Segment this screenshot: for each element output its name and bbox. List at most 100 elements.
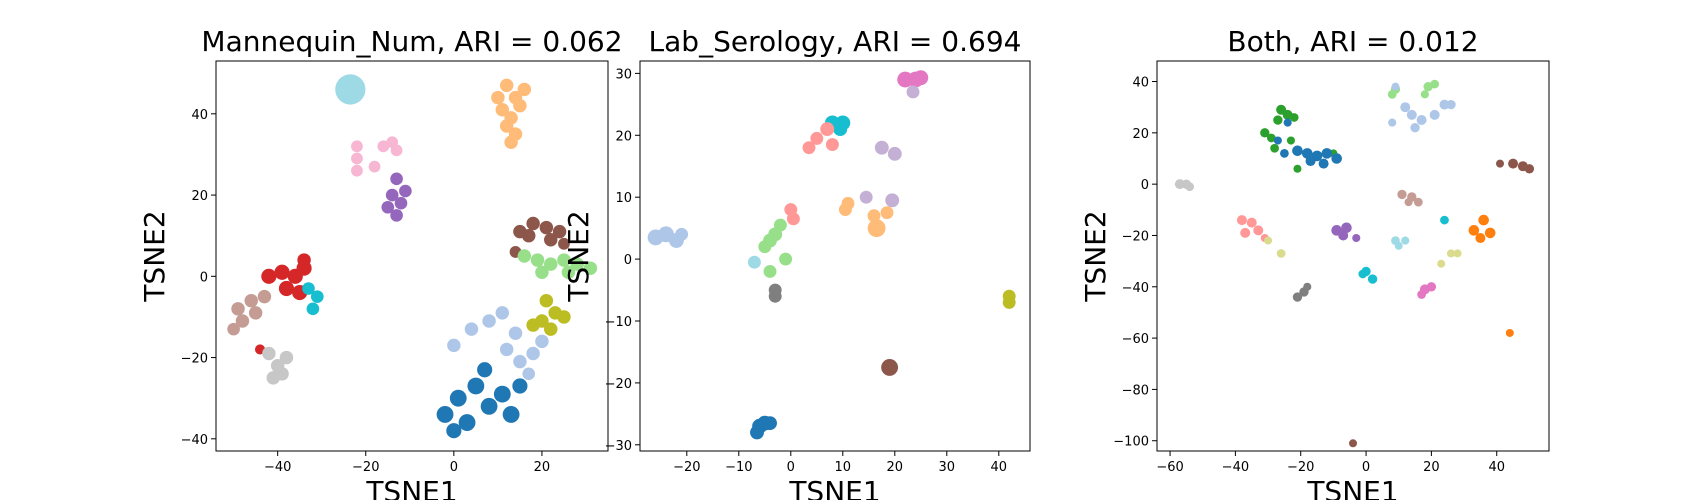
scatter-point bbox=[1270, 143, 1279, 153]
y-tick-label: −20 bbox=[1122, 229, 1149, 244]
y-tick-label: −20 bbox=[181, 352, 208, 367]
scatter-point bbox=[1367, 274, 1378, 284]
scatter-point bbox=[1391, 82, 1400, 91]
scatter-point bbox=[838, 203, 852, 217]
x-tick-label: 20 bbox=[1423, 460, 1440, 475]
x-tick-label: −10 bbox=[725, 460, 752, 475]
y-tick-label: 0 bbox=[200, 270, 208, 285]
scatter-point bbox=[859, 190, 873, 204]
scatter-point bbox=[544, 322, 558, 336]
scatter-point bbox=[1420, 90, 1429, 99]
scatter-point bbox=[1318, 158, 1329, 169]
scatter-point bbox=[833, 122, 848, 137]
scatter-point bbox=[1253, 225, 1264, 236]
scatter-point bbox=[502, 406, 520, 423]
scatter-point bbox=[675, 227, 689, 241]
scatter-point bbox=[558, 237, 570, 250]
scatter-point bbox=[530, 253, 545, 267]
scatter-point bbox=[274, 264, 290, 280]
scatter-point bbox=[381, 200, 395, 214]
scatter-point bbox=[906, 85, 920, 99]
scatter-point bbox=[1426, 282, 1437, 292]
scatter-point bbox=[768, 289, 782, 303]
scatter-point bbox=[1437, 259, 1446, 268]
scatter-points bbox=[227, 74, 598, 439]
scatter-point bbox=[544, 257, 558, 271]
panel-title: Lab_Serology, ARI = 0.694 bbox=[649, 25, 1022, 58]
scatter-point bbox=[467, 377, 485, 395]
scatter-point bbox=[512, 378, 528, 394]
scatter-point bbox=[881, 358, 899, 376]
y-tick-label: −100 bbox=[1113, 435, 1149, 450]
scatter-point bbox=[436, 406, 454, 423]
scatter-point bbox=[557, 310, 571, 324]
scatter-point bbox=[1388, 118, 1397, 127]
scatter-point bbox=[786, 212, 800, 226]
y-axis-label: TSNE2 bbox=[1079, 210, 1112, 302]
scatter-point bbox=[539, 293, 554, 308]
scatter-point bbox=[825, 138, 839, 152]
scatter-points bbox=[647, 70, 1016, 440]
scatter-point bbox=[1468, 225, 1480, 236]
scatter-point bbox=[248, 306, 263, 320]
scatter-point bbox=[493, 385, 511, 403]
scatter-point bbox=[227, 322, 240, 336]
y-tick-label: 40 bbox=[1132, 76, 1149, 91]
scatter-point bbox=[499, 78, 514, 93]
scatter-point bbox=[1400, 102, 1411, 113]
scatter-point bbox=[750, 425, 764, 440]
y-tick-label: 10 bbox=[615, 191, 632, 206]
scatter-point bbox=[526, 318, 540, 332]
scatter-point bbox=[1286, 136, 1295, 145]
scatter-point bbox=[535, 334, 549, 349]
scatter-point bbox=[508, 326, 523, 340]
scatter-point bbox=[1289, 113, 1299, 122]
scatter-point bbox=[526, 216, 540, 231]
scatter-point bbox=[517, 82, 532, 97]
panel-mannequin-num: Mannequin_Num, ARI = 0.062 TSNE1 TSNE2 −… bbox=[138, 25, 623, 500]
scatter-point bbox=[377, 140, 390, 153]
scatter-point bbox=[477, 362, 493, 378]
scatter-point bbox=[1002, 295, 1016, 309]
scatter-point bbox=[1276, 249, 1286, 258]
scatter-point bbox=[1387, 89, 1397, 99]
scatter-points bbox=[1174, 79, 1535, 448]
y-tick-label: 20 bbox=[1132, 127, 1149, 142]
scatter-point bbox=[1246, 217, 1257, 228]
scatter-point bbox=[275, 367, 289, 381]
x-tick-label: −20 bbox=[352, 460, 379, 475]
x-tick-label: 40 bbox=[991, 460, 1008, 475]
y-tick-label: −20 bbox=[605, 377, 632, 392]
scatter-point bbox=[464, 322, 479, 336]
scatter-point bbox=[802, 141, 816, 155]
scatter-point bbox=[1273, 136, 1282, 145]
scatter-point bbox=[773, 218, 787, 232]
plot-frame bbox=[1156, 60, 1550, 452]
scatter-point bbox=[504, 135, 518, 149]
scatter-point bbox=[758, 240, 772, 254]
x-tick-label: 20 bbox=[534, 460, 551, 475]
scatter-point bbox=[351, 140, 363, 153]
scatter-point bbox=[1439, 99, 1450, 110]
scatter-point bbox=[394, 196, 408, 210]
scatter-point bbox=[1401, 236, 1410, 245]
scatter-point bbox=[447, 338, 461, 353]
scatter-point bbox=[526, 346, 540, 361]
scatter-point bbox=[231, 302, 245, 316]
scatter-point bbox=[306, 302, 320, 316]
y-axis-label: TSNE2 bbox=[138, 210, 171, 302]
scatter-point bbox=[763, 265, 777, 278]
scatter-point bbox=[747, 255, 761, 269]
scatter-point bbox=[351, 152, 363, 165]
scatter-point bbox=[310, 290, 324, 303]
scatter-point bbox=[1240, 227, 1251, 238]
scatter-point bbox=[390, 209, 403, 222]
scatter-point bbox=[913, 70, 929, 86]
scatter-point bbox=[1301, 148, 1313, 159]
scatter-point bbox=[257, 289, 272, 304]
scatter-point bbox=[1453, 249, 1462, 258]
scatter-point bbox=[1349, 439, 1357, 448]
y-tick-label: 30 bbox=[615, 67, 632, 82]
scatter-point bbox=[552, 224, 567, 239]
scatter-point bbox=[779, 252, 793, 266]
